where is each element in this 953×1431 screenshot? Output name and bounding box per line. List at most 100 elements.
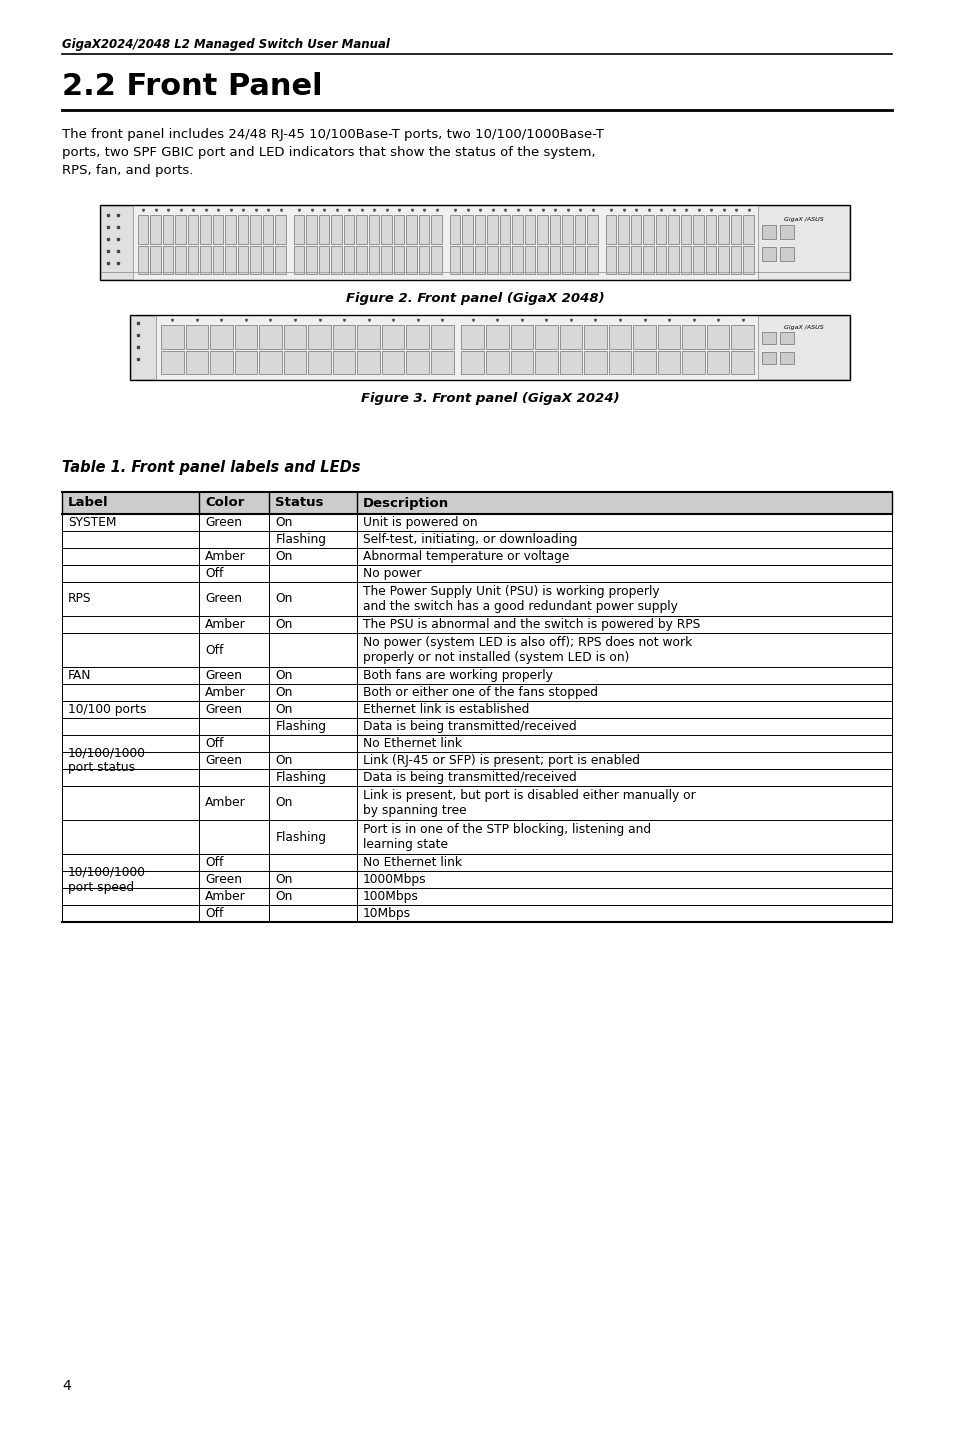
Bar	[780, 248, 793, 260]
Text: On: On	[275, 592, 293, 605]
Bar	[200, 246, 211, 273]
Bar	[210, 325, 233, 349]
Bar	[587, 215, 598, 243]
Text: On: On	[275, 754, 293, 767]
Bar	[705, 215, 716, 243]
Bar	[188, 215, 198, 243]
Bar	[658, 325, 679, 349]
Text: Self-test, initiating, or downloading: Self-test, initiating, or downloading	[362, 532, 577, 547]
Bar	[294, 246, 304, 273]
Bar	[633, 351, 655, 373]
Bar	[693, 215, 703, 243]
Bar	[510, 351, 533, 373]
Bar	[185, 351, 208, 373]
Bar	[394, 215, 404, 243]
Text: On: On	[275, 618, 293, 631]
Text: Link (RJ-45 or SFP) is present; port is enabled: Link (RJ-45 or SFP) is present; port is …	[362, 754, 639, 767]
Bar	[742, 215, 753, 243]
Bar	[308, 325, 331, 349]
Bar	[450, 246, 460, 273]
Bar	[306, 215, 316, 243]
Bar	[234, 351, 257, 373]
Bar	[131, 316, 156, 379]
Bar	[583, 351, 606, 373]
Bar	[163, 215, 173, 243]
Bar	[630, 215, 640, 243]
Bar	[294, 215, 304, 243]
Bar	[331, 246, 341, 273]
Text: Flashing: Flashing	[275, 771, 326, 784]
Bar	[333, 351, 355, 373]
Bar	[618, 215, 628, 243]
Bar	[283, 325, 306, 349]
Bar	[251, 246, 261, 273]
Bar	[381, 351, 404, 373]
Text: On: On	[275, 797, 293, 810]
Bar	[275, 215, 286, 243]
Bar	[461, 351, 483, 373]
Text: Flashing: Flashing	[275, 720, 326, 733]
Bar	[185, 325, 208, 349]
Bar	[730, 215, 740, 243]
Bar	[62, 492, 891, 514]
Bar	[333, 325, 355, 349]
Bar	[161, 351, 183, 373]
Bar	[394, 246, 404, 273]
Bar	[512, 246, 522, 273]
Text: Flashing: Flashing	[275, 830, 326, 843]
Text: Amber: Amber	[205, 685, 246, 698]
Text: No power: No power	[362, 567, 420, 580]
Text: Data is being transmitted/received: Data is being transmitted/received	[362, 771, 576, 784]
Bar	[381, 325, 404, 349]
Bar	[356, 246, 367, 273]
Bar	[680, 215, 691, 243]
Bar	[524, 246, 535, 273]
Bar	[275, 246, 286, 273]
Bar	[512, 215, 522, 243]
Text: Figure 2. Front panel (GigaX 2048): Figure 2. Front panel (GigaX 2048)	[345, 292, 603, 305]
Bar	[381, 215, 392, 243]
Text: On: On	[275, 517, 293, 529]
Text: Flashing: Flashing	[275, 532, 326, 547]
Text: Amber: Amber	[205, 890, 246, 903]
Bar	[381, 246, 392, 273]
Bar	[406, 325, 429, 349]
Text: Amber: Amber	[205, 618, 246, 631]
Bar	[406, 215, 416, 243]
Text: Green: Green	[205, 592, 242, 605]
Bar	[163, 246, 173, 273]
Bar	[643, 246, 654, 273]
Bar	[681, 325, 704, 349]
Text: Off: Off	[205, 907, 223, 920]
Bar	[608, 351, 631, 373]
Bar	[100, 205, 849, 280]
Bar	[633, 325, 655, 349]
Bar	[485, 325, 508, 349]
Bar	[718, 215, 728, 243]
Bar	[656, 246, 666, 273]
Text: No Ethernet link: No Ethernet link	[362, 856, 461, 869]
Bar	[559, 325, 581, 349]
Bar	[213, 215, 223, 243]
Bar	[308, 351, 331, 373]
Text: Unit is powered on: Unit is powered on	[362, 517, 476, 529]
Text: The PSU is abnormal and the switch is powered by RPS: The PSU is abnormal and the switch is po…	[362, 618, 700, 631]
Text: RPS: RPS	[68, 592, 91, 605]
Text: GigaX /ASUS: GigaX /ASUS	[782, 218, 822, 222]
Bar	[761, 332, 775, 343]
Text: SYSTEM: SYSTEM	[68, 517, 116, 529]
Bar	[731, 351, 753, 373]
Bar	[462, 246, 473, 273]
Text: Abnormal temperature or voltage: Abnormal temperature or voltage	[362, 550, 568, 562]
Text: 10Mbps: 10Mbps	[362, 907, 411, 920]
Bar	[510, 325, 533, 349]
Text: Green: Green	[205, 754, 242, 767]
Bar	[618, 246, 628, 273]
Bar	[758, 206, 848, 279]
Text: Green: Green	[205, 873, 242, 886]
Bar	[485, 351, 508, 373]
Bar	[562, 215, 573, 243]
Bar	[780, 332, 793, 343]
Bar	[130, 315, 849, 381]
Bar	[251, 215, 261, 243]
